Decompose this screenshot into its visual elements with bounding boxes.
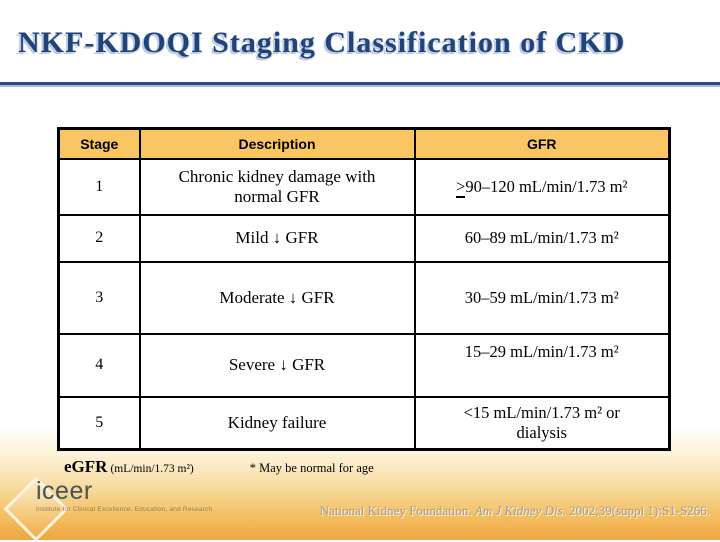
- table-row: 2 Mild ↓ GFR 60–89 mL/min/1.73 m²: [57, 213, 671, 263]
- iceer-logo-tagline: Institute for Clinical Excellence, Educa…: [36, 506, 213, 513]
- stage-cell: 3: [57, 260, 141, 335]
- gfr-cell: 60–89 mL/min/1.73 m²: [413, 213, 671, 263]
- column-header-description: Description: [138, 127, 416, 160]
- column-header-gfr: GFR: [413, 127, 671, 160]
- iceer-logo: iceer Institute for Clinical Excellence,…: [36, 477, 213, 514]
- gfr-cell: <15 mL/min/1.73 m² or dialysis: [413, 395, 671, 451]
- egfr-footnote-label: eGFR: [64, 457, 108, 476]
- gfr-value: 30–59 mL/min/1.73 m²: [464, 287, 619, 307]
- table-row: 5 Kidney failure <15 mL/min/1.73 m² or d…: [57, 395, 671, 451]
- table-row: 1 Chronic kidney damage with normal GFR …: [57, 157, 671, 216]
- gfr-prefix: >: [456, 176, 466, 198]
- citation-suffix: . 2002;39(suppl 1):S1-S266.: [562, 503, 710, 518]
- description-cell: Mild ↓ GFR: [138, 213, 416, 263]
- citation-journal: Am J Kidney Dis: [474, 503, 563, 518]
- gfr-cell: >90–120 mL/min/1.73 m²: [413, 157, 671, 216]
- table-row: 4 Severe ↓ GFR 15–29 mL/min/1.73 m²: [57, 332, 671, 398]
- citation: National Kidney Foundation. Am J Kidney …: [320, 503, 710, 519]
- stage-cell: 1: [57, 157, 141, 216]
- iceer-logo-name: iceer: [36, 477, 93, 505]
- footnote-row: eGFR (mL/min/1.73 m²) * May be normal fo…: [64, 457, 374, 477]
- gfr-cell: 15–29 mL/min/1.73 m²: [413, 332, 671, 398]
- gfr-value: 90–120 mL/min/1.73 m²: [465, 176, 628, 196]
- table-header-row: Stage Description GFR: [57, 127, 671, 160]
- page-title: NKF-KDOQI Staging Classification of CKD: [18, 26, 626, 59]
- egfr-footnote-unit: (mL/min/1.73 m²): [110, 463, 194, 475]
- citation-prefix: National Kidney Foundation.: [319, 503, 475, 518]
- ckd-staging-table: Stage Description GFR 1 Chronic kidney d…: [57, 127, 671, 451]
- description-cell: Severe ↓ GFR: [138, 332, 416, 398]
- stage-cell: 2: [57, 213, 141, 263]
- stage-cell: 5: [57, 395, 141, 451]
- gfr-cell: 30–59 mL/min/1.73 m²: [413, 260, 671, 335]
- title-divider: [0, 82, 720, 87]
- gfr-value: <15 mL/min/1.73 m² or dialysis: [463, 402, 620, 442]
- asterisk-footnote: * May be normal for age: [249, 461, 374, 475]
- table-row: 3 Moderate ↓ GFR 30–59 mL/min/1.73 m²: [57, 260, 671, 335]
- stage-cell: 4: [57, 332, 141, 398]
- description-cell: Chronic kidney damage with normal GFR: [138, 157, 416, 216]
- column-header-stage: Stage: [57, 127, 141, 160]
- description-cell: Moderate ↓ GFR: [138, 260, 416, 335]
- description-cell: Kidney failure: [138, 395, 416, 451]
- gfr-value: 15–29 mL/min/1.73 m²: [464, 341, 619, 361]
- gfr-value: 60–89 mL/min/1.73 m²: [464, 228, 619, 247]
